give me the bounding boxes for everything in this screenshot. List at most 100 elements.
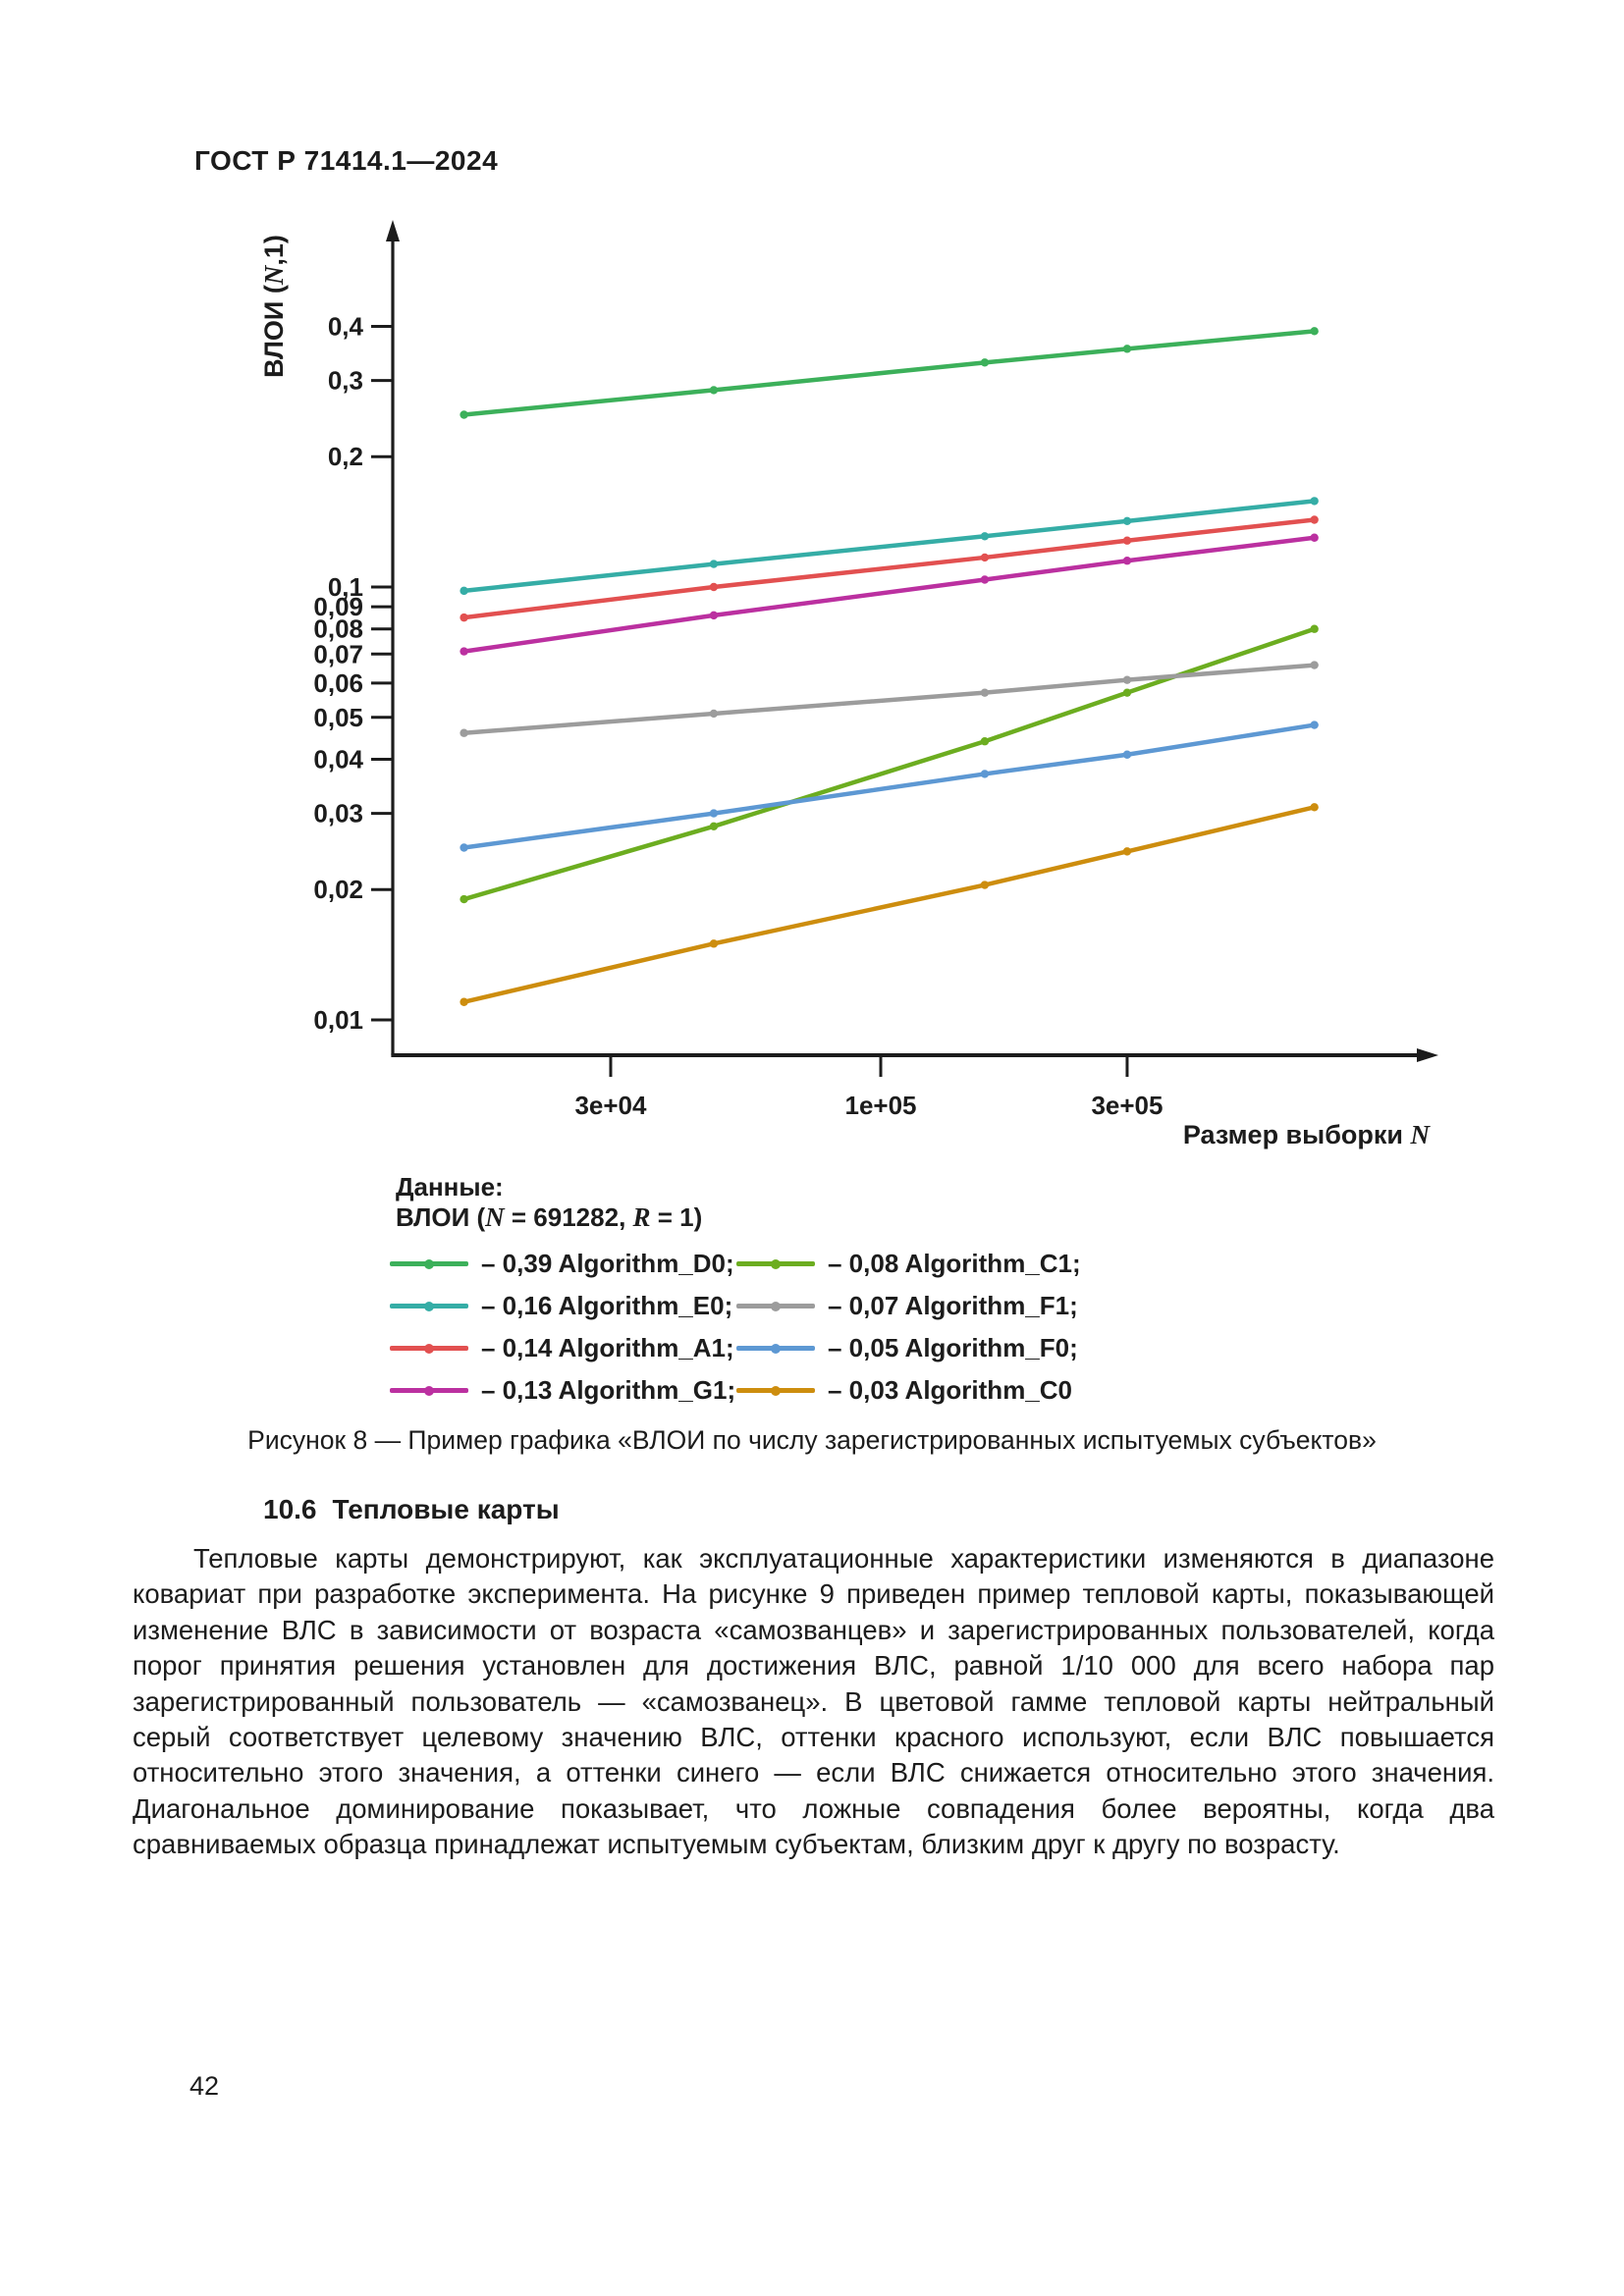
x-axis-ticks: 3e+04 1e+05 3e+05 — [574, 1055, 1163, 1120]
legend-marker-dot — [424, 1385, 434, 1396]
data-point — [460, 647, 468, 656]
data-point — [980, 575, 990, 584]
series-Algorithm_F1 — [460, 661, 1319, 737]
section-title: Тепловые карты — [332, 1494, 560, 1524]
data-point — [709, 582, 719, 592]
y-tick-label: 0,1 — [328, 572, 363, 602]
data-point — [1310, 721, 1319, 729]
legend-swatch — [736, 1258, 815, 1269]
data-point — [1122, 750, 1132, 759]
legend-marker-dot — [424, 1343, 434, 1354]
document-header: ГОСТ Р 71414.1—2024 — [194, 145, 499, 176]
legend-entries: – 0,39 Algorithm_D0; – 0,16 Algorithm_E0;… — [390, 1243, 1279, 1412]
legend-label: – 0,08 Algorithm_C1; — [828, 1249, 1081, 1278]
data-point — [1310, 803, 1319, 812]
data-point — [709, 939, 719, 948]
legend-swatch — [390, 1385, 468, 1396]
y-tick-label: 0,2 — [328, 442, 363, 471]
data-point — [1310, 515, 1319, 524]
legend-marker-dot — [771, 1343, 781, 1354]
series-Algorithm_C0 — [460, 803, 1319, 1006]
y-tick-label: 0,3 — [328, 366, 363, 396]
legend-swatch — [390, 1301, 468, 1311]
legend-item-Algorithm_D0: – 0,39 Algorithm_D0; — [390, 1243, 736, 1285]
series-Algorithm_D0 — [460, 327, 1319, 419]
data-point — [980, 532, 990, 541]
legend-item-Algorithm_F1: – 0,07 Algorithm_F1; — [736, 1285, 1083, 1327]
legend-marker-dot — [771, 1258, 781, 1269]
legend-marker-dot — [771, 1301, 781, 1311]
data-point — [980, 553, 990, 562]
figure-caption: Рисунок 8 — Пример графика «ВЛОИ по числ… — [247, 1425, 1377, 1455]
legend-swatch — [736, 1385, 815, 1396]
y-tick-label: 0,05 — [313, 703, 363, 732]
legend-label: – 0,13 Algorithm_G1; — [481, 1375, 736, 1405]
legend-label: – 0,14 Algorithm_A1; — [481, 1333, 734, 1362]
legend-label: – 0,03 Algorithm_C0 — [828, 1375, 1073, 1405]
page-number: 42 — [189, 2071, 220, 2101]
body-paragraph: Тепловые карты демонстрируют, как эксплу… — [133, 1543, 1494, 1860]
data-point — [709, 809, 719, 818]
legend-marker-dot — [424, 1301, 434, 1311]
legend-item-Algorithm_C0: – 0,03 Algorithm_C0 — [736, 1369, 1083, 1412]
data-point — [980, 737, 990, 746]
legend-item-Algorithm_A1: – 0,14 Algorithm_A1; — [390, 1327, 736, 1369]
data-point — [460, 586, 468, 596]
chart-legend: Данные: ВЛОИ (N = 691282, R = 1) – 0,39 … — [390, 1172, 1279, 1412]
data-point — [1122, 847, 1132, 856]
legend-swatch — [736, 1301, 815, 1311]
data-point — [980, 688, 990, 697]
legend-label: – 0,16 Algorithm_E0; — [481, 1291, 733, 1320]
x-axis-arrow — [1417, 1048, 1438, 1062]
data-point — [980, 358, 990, 367]
x-tick-label: 3e+04 — [574, 1091, 647, 1120]
section-heading: 10.6 Тепловые карты — [263, 1494, 560, 1525]
data-point — [709, 611, 719, 620]
legend-title: Данные: — [396, 1172, 504, 1201]
data-point — [1122, 536, 1132, 545]
axes — [386, 220, 1438, 1062]
x-tick-label: 1e+05 — [844, 1091, 916, 1120]
legend-marker-dot — [424, 1258, 434, 1269]
series-Algorithm_A1 — [460, 515, 1319, 622]
data-point — [1310, 497, 1319, 506]
y-tick-label: 0,09 — [313, 592, 363, 621]
series-Algorithm_C1 — [460, 624, 1319, 904]
legend-item-Algorithm_F0: – 0,05 Algorithm_F0; — [736, 1327, 1083, 1369]
y-tick-label: 0,4 — [328, 311, 364, 341]
data-point — [1310, 327, 1319, 336]
series-Algorithm_F0 — [460, 721, 1319, 852]
y-tick-label: 0,06 — [313, 668, 363, 698]
legend-subtitle: ВЛОИ (N = 691282, R = 1) — [396, 1202, 703, 1232]
data-point — [1310, 624, 1319, 633]
legend-marker-dot — [771, 1385, 781, 1396]
y-tick-label: 0,07 — [313, 639, 363, 668]
data-point — [1310, 661, 1319, 669]
legend-item-Algorithm_C1: – 0,08 Algorithm_C1; — [736, 1243, 1083, 1285]
x-axis-title: Размер выборки N — [1183, 1120, 1432, 1149]
y-tick-label: 0,08 — [313, 614, 363, 644]
y-axis-ticks: 0,4 0,3 0,2 0,10,090,080,070,06 0,05 0,04 0,03… — [313, 311, 393, 1035]
legend-swatch — [736, 1343, 815, 1354]
data-point — [709, 560, 719, 568]
legend-swatch — [390, 1258, 468, 1269]
series-Algorithm_E0 — [460, 497, 1319, 596]
legend-item-Algorithm_E0: – 0,16 Algorithm_E0; — [390, 1285, 736, 1327]
data-point — [1310, 533, 1319, 542]
data-point — [460, 728, 468, 737]
data-point — [460, 997, 468, 1006]
svg-text:Размер выборки N: Размер выборки N — [1183, 1120, 1432, 1149]
data-point — [709, 709, 719, 719]
data-point — [1122, 345, 1132, 353]
x-tick-label: 3e+05 — [1091, 1091, 1163, 1120]
y-tick-label: 0,04 — [313, 744, 363, 774]
legend-item-Algorithm_G1: – 0,13 Algorithm_G1; — [390, 1369, 736, 1412]
legend-label: – 0,07 Algorithm_F1; — [828, 1291, 1078, 1320]
data-point — [980, 881, 990, 889]
data-point — [1122, 688, 1132, 697]
data-point — [709, 386, 719, 395]
data-point — [980, 770, 990, 778]
data-point — [709, 822, 719, 831]
y-tick-label: 0,02 — [313, 875, 363, 904]
